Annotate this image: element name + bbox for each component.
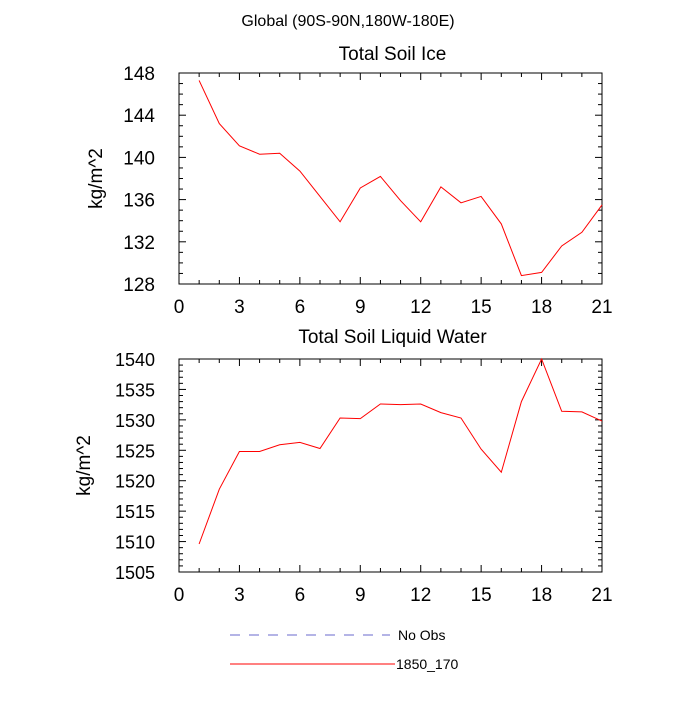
legend-label-1850-170: 1850_170 xyxy=(396,656,459,672)
total-soil-liquid-water-y-tick-label: 1510 xyxy=(115,533,155,553)
total-soil-liquid-water-x-tick-label: 3 xyxy=(234,585,245,606)
total-soil-ice-x-tick-label: 9 xyxy=(355,297,366,318)
legend-entry-1850-170: 1850_170 xyxy=(230,656,459,672)
total-soil-ice-y-tick-label: 148 xyxy=(123,64,155,85)
total-soil-liquid-water-x-tick-label: 18 xyxy=(531,585,552,606)
total-soil-liquid-water-y-tick-label: 1505 xyxy=(115,563,155,583)
total-soil-liquid-water-series-1850-170 xyxy=(198,357,603,545)
total-soil-liquid-water-y-axis-label: kg/m^2 xyxy=(74,435,95,496)
total-soil-liquid-water-x-tick-label: 0 xyxy=(174,585,185,606)
figure-suptitle: Global (90S-90N,180W-180E) xyxy=(241,13,454,30)
total-soil-ice-x-tick-label: 12 xyxy=(410,297,431,318)
total-soil-liquid-water-y-tick-label: 1515 xyxy=(115,502,155,522)
total-soil-liquid-water-x-tick-label: 21 xyxy=(591,585,612,606)
total-soil-ice-y-tick-label: 144 xyxy=(123,106,155,127)
total-soil-liquid-water-x-tick-label: 12 xyxy=(410,585,431,606)
total-soil-ice-y-tick-label: 140 xyxy=(123,148,155,169)
total-soil-liquid-water-x-tick-label: 15 xyxy=(471,585,492,606)
total-soil-ice-title: Total Soil Ice xyxy=(339,44,447,65)
total-soil-ice-series-1850-170 xyxy=(198,80,603,277)
total-soil-liquid-water-y-tick-label: 1540 xyxy=(115,350,155,370)
total-soil-liquid-water-y-tick-label: 1525 xyxy=(115,441,155,461)
total-soil-liquid-water-plot-frame xyxy=(178,358,603,573)
total-soil-ice-plot-frame xyxy=(178,72,603,285)
total-soil-liquid-water-y-tick-label: 1520 xyxy=(115,472,155,492)
legend-entry-no-obs: No Obs xyxy=(230,627,445,643)
total-soil-ice-x-tick-label: 3 xyxy=(234,297,245,318)
panel-total-soil-liquid-water: Total Soil Liquid Water kg/m^2 0 3 6 9 12 15 18 2… xyxy=(74,327,613,606)
total-soil-ice-x-tick-label: 15 xyxy=(471,297,492,318)
panel-total-soil-ice: Total Soil Ice kg/m^2 0 3 6 9 12 15 18 21 128 132 13… xyxy=(86,44,613,318)
total-soil-ice-y-tick-label: 128 xyxy=(123,275,155,296)
total-soil-ice-y-tick-label: 136 xyxy=(123,191,155,212)
total-soil-ice-x-tick-label: 21 xyxy=(591,297,612,318)
total-soil-liquid-water-title: Total Soil Liquid Water xyxy=(298,327,487,348)
total-soil-ice-y-axis-label: kg/m^2 xyxy=(86,148,107,209)
total-soil-ice-x-tick-label: 6 xyxy=(295,297,306,318)
legend: No Obs 1850_170 xyxy=(230,627,459,672)
total-soil-ice-x-tick-label: 18 xyxy=(531,297,552,318)
total-soil-liquid-water-y-tick-label: 1535 xyxy=(115,380,155,400)
total-soil-liquid-water-y-tick-label: 1530 xyxy=(115,411,155,431)
total-soil-ice-y-tick-label: 132 xyxy=(123,233,155,254)
total-soil-liquid-water-x-tick-label: 6 xyxy=(295,585,306,606)
legend-label-no-obs: No Obs xyxy=(398,627,445,643)
total-soil-liquid-water-x-tick-label: 9 xyxy=(355,585,366,606)
total-soil-ice-x-tick-label: 0 xyxy=(174,297,185,318)
